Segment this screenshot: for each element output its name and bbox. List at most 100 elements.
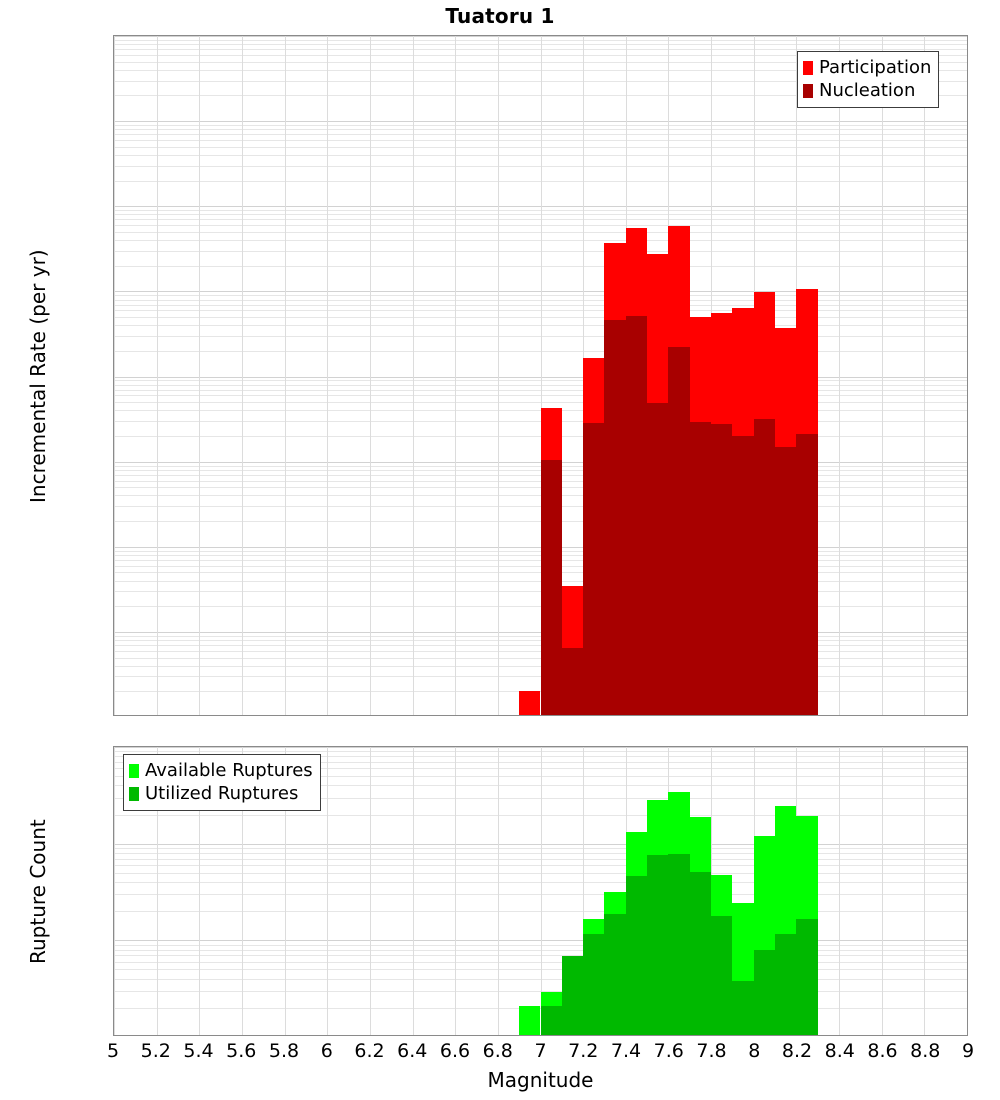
- nucleation-bar-segment: [647, 403, 669, 715]
- gridline-vertical: [241, 36, 243, 715]
- bar-group: [647, 747, 669, 1035]
- nucleation-bar-segment: [732, 435, 754, 715]
- x-tick-label: 5.6: [226, 1040, 257, 1062]
- utilized-ruptures-bar-segment: [711, 916, 733, 1035]
- gridline-vertical: [455, 747, 457, 1035]
- utilized-ruptures-bar-segment: [540, 1005, 562, 1035]
- x-tick-label: 5.8: [268, 1040, 300, 1062]
- nucleation-bar-segment: [604, 319, 626, 715]
- x-tick-label: 8.6: [867, 1040, 898, 1062]
- bar-group: [434, 747, 455, 1035]
- bar-group: [540, 36, 562, 715]
- nucleation-bar-segment: [540, 459, 562, 715]
- bar-group: [561, 747, 584, 1035]
- x-tick-label: 6.2: [354, 1040, 385, 1062]
- gridline-vertical: [881, 747, 883, 1035]
- top-bars: [114, 36, 967, 715]
- x-tick-label: 6.6: [439, 1040, 471, 1062]
- legend-item-participation[interactable]: Participation: [803, 56, 931, 79]
- utilized-ruptures-bar-segment: [732, 981, 754, 1035]
- bar-group: [668, 36, 690, 715]
- x-tick-label: 5.2: [140, 1040, 171, 1062]
- x-tick-label: 8.4: [824, 1040, 855, 1062]
- gridline-vertical: [924, 36, 926, 715]
- bar-group: [775, 36, 797, 715]
- nucleation-bar-segment: [561, 647, 584, 715]
- bar-group: [668, 747, 690, 1035]
- gridline-vertical: [412, 36, 414, 715]
- nucleation-color-swatch: [803, 83, 813, 98]
- utilized-ruptures-bar-segment: [668, 853, 690, 1035]
- gridline-vertical: [839, 36, 841, 715]
- nucleation-bar-segment: [775, 447, 797, 715]
- nucleation-bar-segment: [711, 424, 733, 715]
- utilized-ruptures-bar-segment: [625, 876, 648, 1035]
- x-tick-label: 5: [106, 1040, 120, 1062]
- legend-item-nucleation[interactable]: Nucleation: [803, 79, 931, 102]
- legend-item-available-ruptures[interactable]: Available Ruptures: [129, 759, 313, 782]
- x-tick-label: 9: [961, 1040, 975, 1062]
- x-tick-label: 6.8: [482, 1040, 513, 1062]
- gridline-vertical: [199, 36, 201, 715]
- nucleation-bar-segment: [689, 421, 712, 715]
- x-tick-label: 6.4: [397, 1040, 428, 1062]
- utilized-ruptures-bar-segment: [561, 956, 584, 1035]
- utilized-ruptures-bar-segment: [604, 913, 626, 1035]
- legend-label-available-ruptures: Available Ruptures: [145, 759, 313, 781]
- gridline-vertical: [497, 36, 499, 715]
- bar-group: [561, 36, 584, 715]
- gridline-vertical: [583, 747, 585, 1035]
- bar-group: [753, 36, 776, 715]
- utilized-ruptures-bar-segment: [647, 855, 669, 1035]
- participation-bar-segment: [519, 691, 541, 715]
- bar-group: [625, 36, 648, 715]
- top-legend: Participation Nucleation: [797, 51, 940, 108]
- gridline-vertical: [967, 36, 968, 715]
- gridline-vertical: [156, 747, 158, 1035]
- legend-label-utilized-ruptures: Utilized Ruptures: [145, 782, 299, 804]
- bar-group: [604, 36, 626, 715]
- utilized-ruptures-bar-segment: [753, 950, 776, 1035]
- x-tick-label: 8: [748, 1040, 761, 1062]
- gridline-vertical: [369, 36, 371, 715]
- bar-group: [689, 36, 712, 715]
- utilized-ruptures-color-swatch: [129, 786, 139, 801]
- incremental-rate-plot: [113, 35, 968, 716]
- bar-group: [519, 36, 541, 715]
- x-tick-label: 7.6: [653, 1040, 684, 1062]
- page-title: Tuatoru 1: [445, 4, 555, 28]
- bar-group: [689, 747, 712, 1035]
- top-y-axis-title: Incremental Rate (per yr): [26, 248, 50, 503]
- gridline-vertical: [497, 747, 499, 1035]
- bar-group: [711, 747, 733, 1035]
- gridline-vertical: [284, 747, 286, 1035]
- available-ruptures-bar-segment: [519, 1005, 541, 1035]
- legend-label-participation: Participation: [819, 56, 932, 78]
- bar-group: [753, 747, 776, 1035]
- x-tick-label: 8.2: [781, 1040, 813, 1062]
- x-tick-label: 7: [534, 1040, 547, 1062]
- gridline-vertical: [412, 747, 414, 1035]
- gridline-vertical: [839, 747, 841, 1035]
- bottom-y-axis-title: Rupture Count: [26, 818, 50, 964]
- utilized-ruptures-bar-segment: [689, 872, 712, 1035]
- bottom-bars: [114, 747, 967, 1035]
- legend-item-utilized-ruptures[interactable]: Utilized Ruptures: [129, 782, 313, 805]
- gridline-vertical: [114, 747, 115, 1035]
- gridline-vertical: [881, 36, 883, 715]
- gridline-vertical: [540, 36, 542, 715]
- x-tick-label: 7.4: [610, 1040, 642, 1062]
- gridline-vertical: [540, 747, 542, 1035]
- nucleation-bar-segment: [796, 434, 818, 715]
- bar-group: [732, 747, 754, 1035]
- utilized-ruptures-bar-segment: [583, 934, 605, 1035]
- bottom-legend: Available Ruptures Utilized Ruptures: [123, 754, 321, 811]
- x-tick-label: 5.4: [183, 1040, 214, 1062]
- x-axis-title: Magnitude: [487, 1068, 594, 1092]
- gridline-vertical: [241, 747, 243, 1035]
- legend-label-nucleation: Nucleation: [819, 79, 916, 101]
- bar-group: [796, 36, 818, 715]
- bar-group: [583, 747, 605, 1035]
- gridline-vertical: [455, 36, 457, 715]
- rupture-count-plot: [113, 746, 968, 1036]
